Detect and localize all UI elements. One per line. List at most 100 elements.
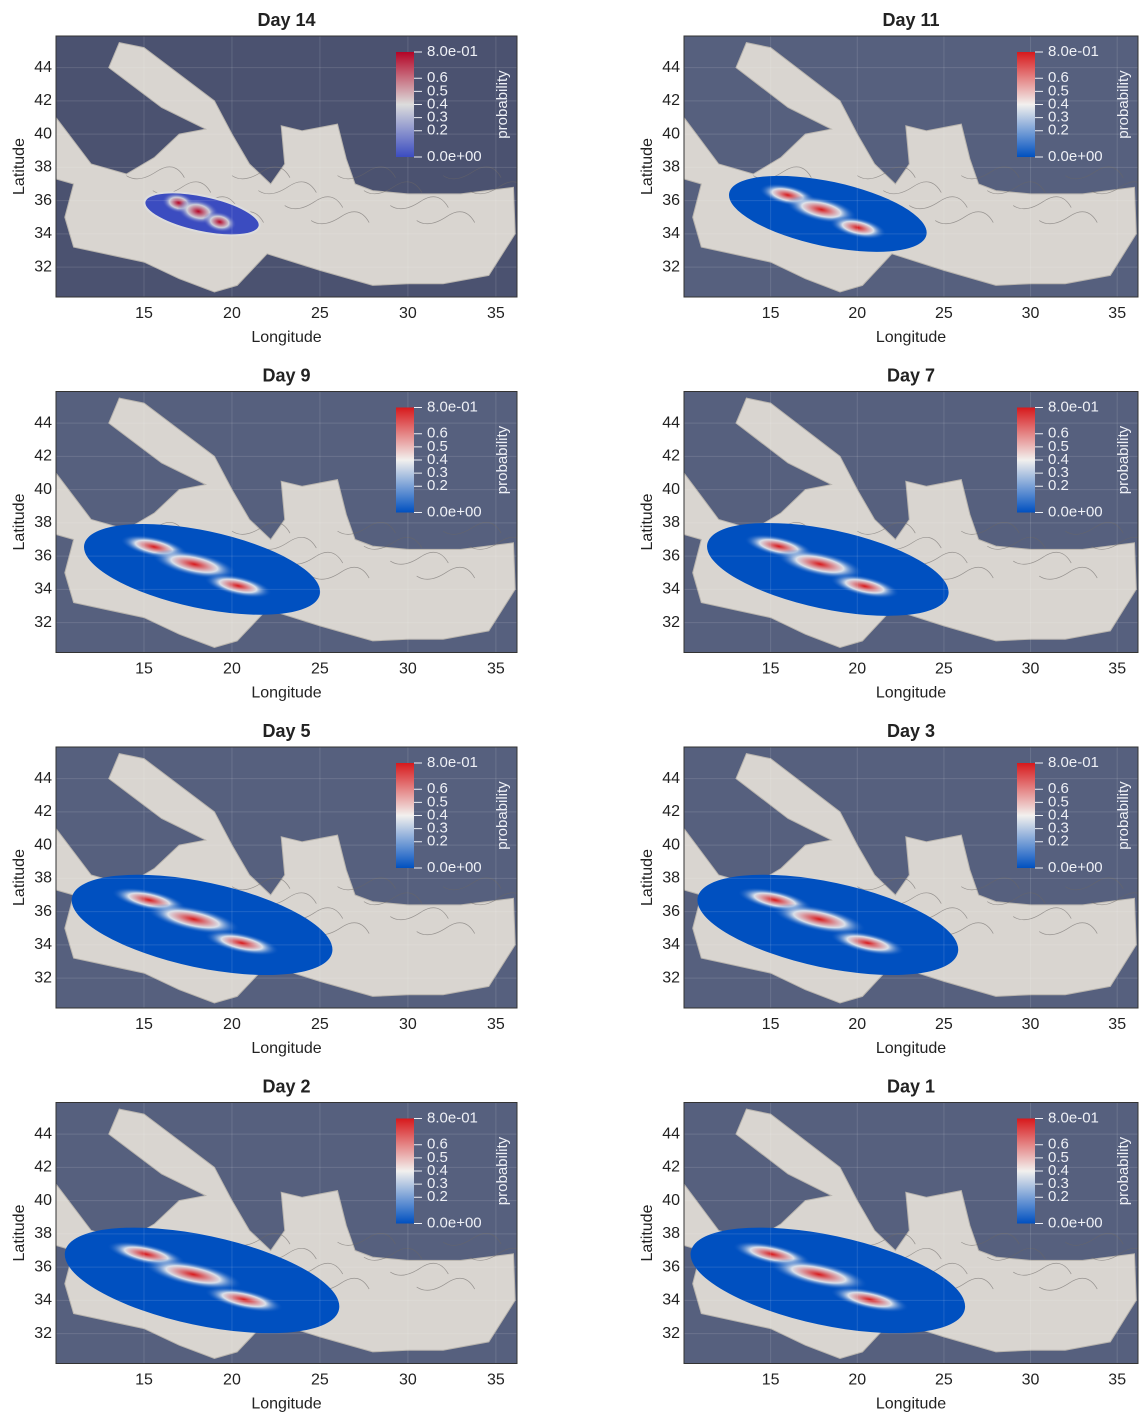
y-tick-label: 38: [34, 159, 52, 176]
probability-core: [786, 195, 857, 224]
x-axis-label: Longitude: [251, 1040, 321, 1057]
map-area: [56, 36, 517, 297]
colorbar-tick-label: 0.3: [1048, 109, 1069, 126]
x-axis-label: Longitude: [251, 685, 321, 702]
axes-frame: [683, 391, 1139, 653]
bathymetry-line: [390, 907, 449, 921]
y-tick-label: 42: [662, 803, 680, 820]
bathymetry-line: [337, 522, 396, 535]
y-tick-label: 42: [34, 448, 52, 465]
colorbar-tick-label: 0.3: [427, 1175, 448, 1192]
x-axis-label: Longitude: [876, 329, 946, 346]
colorbar: [1017, 1118, 1035, 1224]
bathymetry-line: [1039, 566, 1098, 580]
x-axis-label: Longitude: [876, 1040, 946, 1057]
x-tick-label: 35: [1108, 305, 1126, 322]
x-tick-label: 15: [762, 661, 780, 678]
colorbar-tick-label: 0.5: [1048, 1149, 1069, 1166]
map-panel: 15 20 25 30 35 32 34 36 38 40 42 44 Day 9 Longitude La…: [11, 365, 518, 702]
colorbar-tick-label: 0.4: [1048, 451, 1069, 468]
x-tick-label: 30: [399, 1016, 417, 1033]
colorbar-label: probability: [1115, 425, 1132, 494]
x-tick-label: 30: [399, 305, 417, 322]
y-tick-label: 34: [662, 225, 680, 242]
bathymetry-line: [1091, 181, 1138, 195]
colorbar-tick-label: 0.4: [1048, 806, 1069, 823]
y-tick-label: 42: [34, 92, 52, 109]
bathymetry-line: [987, 181, 1046, 195]
y-tick-label: 40: [34, 125, 52, 142]
map-area: [684, 391, 1138, 653]
y-axis-label: Latitude: [11, 138, 28, 195]
axes-frame: [683, 1102, 1139, 1364]
x-tick-label: 20: [848, 1016, 866, 1033]
bathymetry-line: [987, 1247, 1046, 1261]
colorbar-tick-label: 0.5: [1048, 793, 1069, 810]
colorbar: [396, 52, 414, 157]
bathymetry-line: [390, 1262, 449, 1276]
y-tick-label: 34: [34, 936, 52, 953]
colorbar-label: probability: [494, 1136, 511, 1205]
colorbar-tick-label: 0.2: [1048, 833, 1069, 850]
bathymetry-line: [1013, 551, 1072, 565]
x-tick-label: 35: [1108, 1016, 1126, 1033]
bathymetry-line: [1065, 877, 1124, 891]
bathymetry-line: [1013, 1262, 1072, 1276]
bathymetry-line: [363, 1247, 423, 1261]
probability-core: [769, 1258, 868, 1291]
colorbar-tick-label: 0.2: [1048, 122, 1069, 139]
y-tick-label: 38: [34, 1225, 52, 1242]
y-tick-label: 40: [34, 481, 52, 498]
map-panel: 15 20 25 30 35 32 34 36 38 40 42 44 Day 1 Longitude La…: [639, 1076, 1139, 1413]
axes-frame: [683, 746, 1139, 1009]
colorbar-tick-label: 8.0e-01: [1048, 754, 1099, 771]
y-tick-label: 40: [662, 125, 680, 142]
x-axis-label: Longitude: [876, 1396, 946, 1413]
bathymetry-line: [961, 1233, 1020, 1246]
bathymetry-line: [961, 166, 1020, 180]
map-area: [56, 747, 517, 1008]
bathymetry-line: [363, 536, 423, 550]
x-axis-label: Longitude: [251, 1396, 321, 1413]
colorbar-tick-label: 8.0e-01: [1048, 43, 1099, 60]
colorbar-tick-label: 0.3: [427, 109, 448, 126]
x-tick-label: 25: [935, 661, 953, 678]
x-tick-label: 25: [935, 1016, 953, 1033]
y-tick-label: 36: [34, 903, 52, 920]
x-tick-label: 20: [223, 305, 241, 322]
axes-frame: [55, 35, 518, 298]
y-tick-label: 36: [34, 192, 52, 209]
probability-core: [830, 574, 900, 599]
probability-core: [772, 903, 866, 935]
y-axis-label: Latitude: [11, 493, 28, 550]
x-tick-label: 35: [487, 661, 505, 678]
colorbar-tick-label: 0.5: [427, 1149, 448, 1166]
colorbar-label: probability: [494, 70, 511, 139]
colorbar-tick-label: 0.4: [427, 806, 448, 823]
sea-mesh: [56, 42, 516, 293]
chart-title: Day 7: [887, 365, 935, 385]
y-tick-label: 40: [34, 836, 52, 853]
x-tick-label: 25: [935, 305, 953, 322]
bathymetry-line: [1065, 522, 1124, 535]
colorbar-label: probability: [1115, 70, 1132, 139]
x-tick-label: 25: [311, 661, 329, 678]
x-tick-label: 20: [223, 1016, 241, 1033]
y-tick-label: 42: [662, 448, 680, 465]
probability-core: [204, 930, 280, 956]
bathymetry-line: [390, 196, 449, 210]
x-tick-label: 20: [848, 661, 866, 678]
bathymetry-line: [442, 1233, 502, 1246]
bathymetry-line: [442, 522, 502, 535]
y-tick-label: 42: [34, 803, 52, 820]
bathymetry-line: [231, 522, 291, 535]
y-tick-label: 42: [34, 1159, 52, 1176]
x-tick-label: 15: [135, 1016, 153, 1033]
y-tick-label: 40: [662, 836, 680, 853]
y-tick-label: 36: [662, 903, 680, 920]
bathymetry-line: [909, 196, 968, 210]
bathymetry-line: [469, 536, 517, 550]
colorbar-tick-label: 0.5: [427, 438, 448, 455]
bathymetry-line: [337, 1233, 396, 1246]
